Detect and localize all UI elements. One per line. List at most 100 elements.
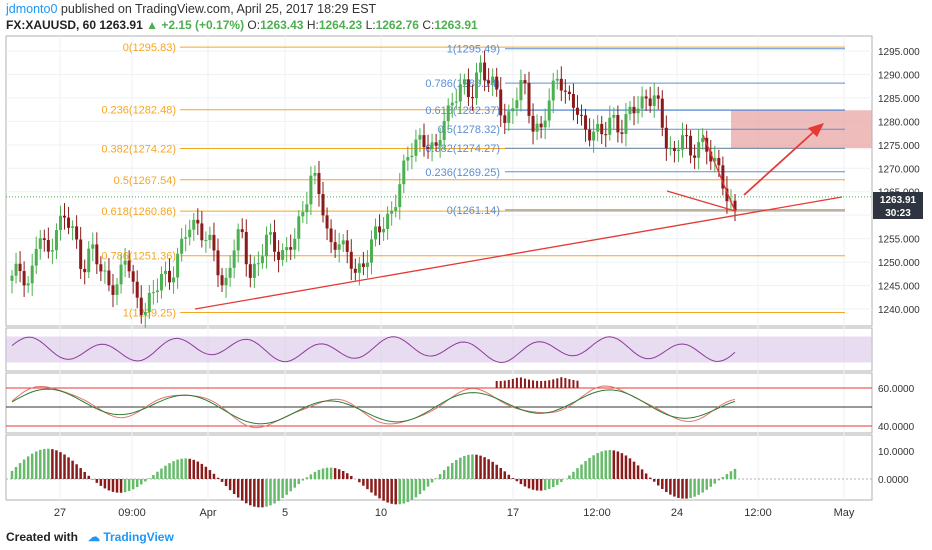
candle-body (676, 149, 680, 151)
fib-right-label: 1(1295.49) (447, 44, 500, 56)
candle-body (733, 200, 737, 211)
candle-body (99, 264, 103, 272)
candle-body (329, 228, 333, 243)
candle-body (640, 96, 644, 109)
candle-body (196, 219, 200, 224)
fib-left-label: 0.618(1260.86) (101, 206, 176, 218)
candle-body (79, 239, 83, 269)
candle-body (701, 137, 705, 143)
candle-body (301, 212, 305, 217)
candle-body (147, 292, 151, 312)
rsi-line (11, 336, 736, 364)
candle-body (575, 107, 579, 115)
candle-body (539, 123, 543, 128)
symbol-name[interactable]: FX:XAUUSD, 60 (6, 18, 97, 32)
fib-left-label: 0.236(1282.48) (101, 105, 176, 117)
candle-body (680, 135, 684, 150)
candle-body (584, 115, 588, 130)
publish-line: jdmonto0 published on TradingView.com, A… (6, 2, 376, 16)
low-label: L: (365, 18, 376, 32)
published-text: published on TradingView.com, April 25, … (60, 2, 377, 16)
osc-tick-label: 40.0000 (878, 422, 915, 433)
x-tick-label: 12:00 (583, 507, 611, 519)
histogram-pane (5, 434, 873, 501)
candle-body (624, 114, 628, 134)
candle-body (236, 229, 240, 251)
candle-body (46, 239, 50, 252)
price-chart[interactable]: 0(1295.83) 0.236(1282.48) 0.382(1274.22) 0.… (0, 0, 932, 522)
candle-body (563, 90, 567, 92)
fib-right-label: 0.786(1288.14) (425, 78, 500, 90)
candle-body (151, 292, 155, 294)
candle-body (511, 108, 515, 112)
fib-right-label: 0.236(1269.25) (425, 167, 500, 179)
candle-body (176, 253, 180, 278)
candle-body (515, 100, 519, 109)
last-price-tag-label: 1263.91 (880, 195, 917, 206)
candle-body (668, 148, 672, 150)
candle-body (535, 123, 539, 132)
candle-body (163, 270, 167, 274)
candle-body (418, 135, 422, 140)
y-tick-label: 1280.000 (878, 117, 920, 128)
candle-body (42, 238, 46, 240)
candle-body (632, 106, 636, 114)
candle-body (87, 248, 91, 273)
low-value: 1262.76 (375, 18, 419, 32)
candle-body (216, 250, 220, 276)
candle-body (38, 238, 42, 249)
candle-body (519, 80, 523, 101)
candle-body (551, 80, 555, 101)
tradingview-logo-icon[interactable]: ☁ TradingView (88, 530, 174, 544)
candle-body (426, 147, 430, 150)
candle-body (559, 78, 563, 91)
candle-body (422, 135, 426, 148)
candle-body (462, 79, 466, 85)
candle-body (337, 244, 341, 250)
candle-body (664, 127, 668, 149)
footer: Created with ☁ TradingView (0, 522, 932, 550)
candle-body (406, 157, 410, 161)
candle-body (523, 80, 527, 83)
candle-body (652, 95, 656, 106)
candle-body (103, 270, 107, 272)
hist-tick-label: 0.0000 (878, 475, 909, 486)
candle-body (580, 114, 584, 116)
candle-body (232, 250, 236, 268)
candle-body (644, 96, 648, 99)
y-tick-label: 1245.000 (878, 282, 920, 293)
candle-body (450, 102, 454, 106)
candle-body (495, 76, 499, 90)
author-name[interactable]: jdmonto0 (6, 2, 58, 16)
y-tick-label: 1240.000 (878, 305, 920, 316)
last-price: 1263.91 (99, 18, 143, 32)
x-tick-label: 27 (54, 507, 66, 519)
x-tick-label: 10 (375, 507, 387, 519)
candle-body (697, 142, 701, 158)
candle-body (135, 281, 139, 298)
osc-signal-line (11, 385, 736, 429)
x-tick-label: Apr (199, 507, 216, 519)
fib-left-label: 0.382(1274.22) (101, 143, 176, 155)
osc-main-line (11, 388, 736, 425)
candle-body (22, 271, 26, 286)
candle-body (83, 268, 87, 273)
candle-body (353, 268, 357, 273)
candle-body (487, 80, 491, 84)
candle-body (18, 263, 22, 272)
candle-body (123, 260, 127, 265)
x-tick-label: 17 (507, 507, 519, 519)
target-arrow (743, 127, 819, 196)
candle-body (212, 234, 216, 251)
last-price-tag (873, 192, 923, 206)
candle-body (325, 215, 329, 229)
candle-body (228, 267, 232, 278)
candle-body (285, 247, 289, 251)
candle-body (273, 232, 277, 252)
candle-body (244, 231, 248, 265)
candle-body (636, 108, 640, 114)
osc-tick-label: 60.0000 (878, 384, 915, 395)
candle-body (717, 158, 721, 166)
close-label: C: (422, 18, 435, 32)
y-tick-label: 1285.000 (878, 94, 920, 105)
